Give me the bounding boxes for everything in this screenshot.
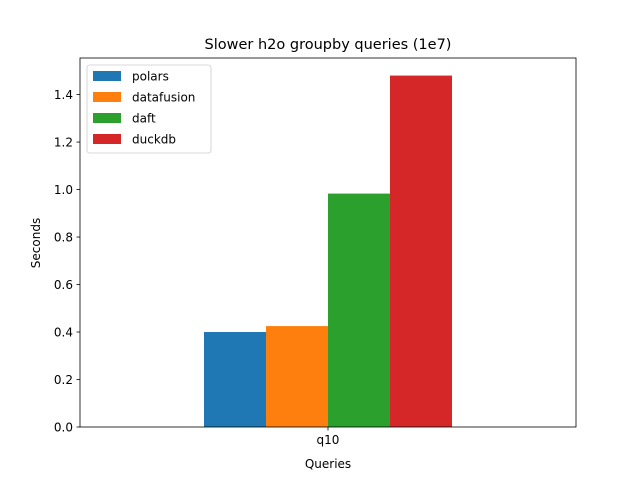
y-tick-label: 1.2 [54, 135, 73, 149]
legend-swatch-datafusion [93, 92, 121, 102]
y-tick-label: 1.4 [54, 88, 73, 102]
x-axis-label: Queries [305, 457, 351, 471]
chart-title: Slower h2o groupby queries (1e7) [205, 37, 452, 53]
legend-label-datafusion: datafusion [132, 90, 195, 104]
x-axis-ticks: q10 [317, 427, 340, 447]
legend-label-daft: daft [132, 111, 156, 125]
legend-label-polars: polars [132, 69, 169, 83]
y-tick-label: 0.0 [54, 420, 73, 434]
y-tick-label: 0.2 [54, 373, 73, 387]
x-tick-label: q10 [317, 433, 340, 447]
legend-swatch-polars [93, 71, 121, 81]
legend-label-duckdb: duckdb [132, 132, 176, 146]
legend: polars datafusion daft duckdb [86, 64, 212, 154]
bars-group [204, 75, 452, 428]
bar-polars-q10 [204, 332, 266, 427]
y-tick-label: 0.4 [54, 325, 73, 339]
y-tick-label: 0.6 [54, 278, 73, 292]
y-tick-label: 1.0 [54, 183, 73, 197]
legend-swatch-daft [93, 113, 121, 123]
y-axis-label: Seconds [29, 218, 43, 268]
bar-datafusion-q10 [266, 326, 328, 427]
y-axis-ticks: 0.0 0.2 0.4 0.6 0.8 1.0 1.2 1.4 [54, 88, 80, 434]
bar-duckdb-q10 [390, 75, 452, 428]
plot-frame [79, 57, 577, 428]
legend-frame [86, 64, 212, 154]
legend-swatch-duckdb [93, 134, 121, 144]
bar-daft-q10 [328, 193, 390, 427]
y-tick-label: 0.8 [54, 230, 73, 244]
